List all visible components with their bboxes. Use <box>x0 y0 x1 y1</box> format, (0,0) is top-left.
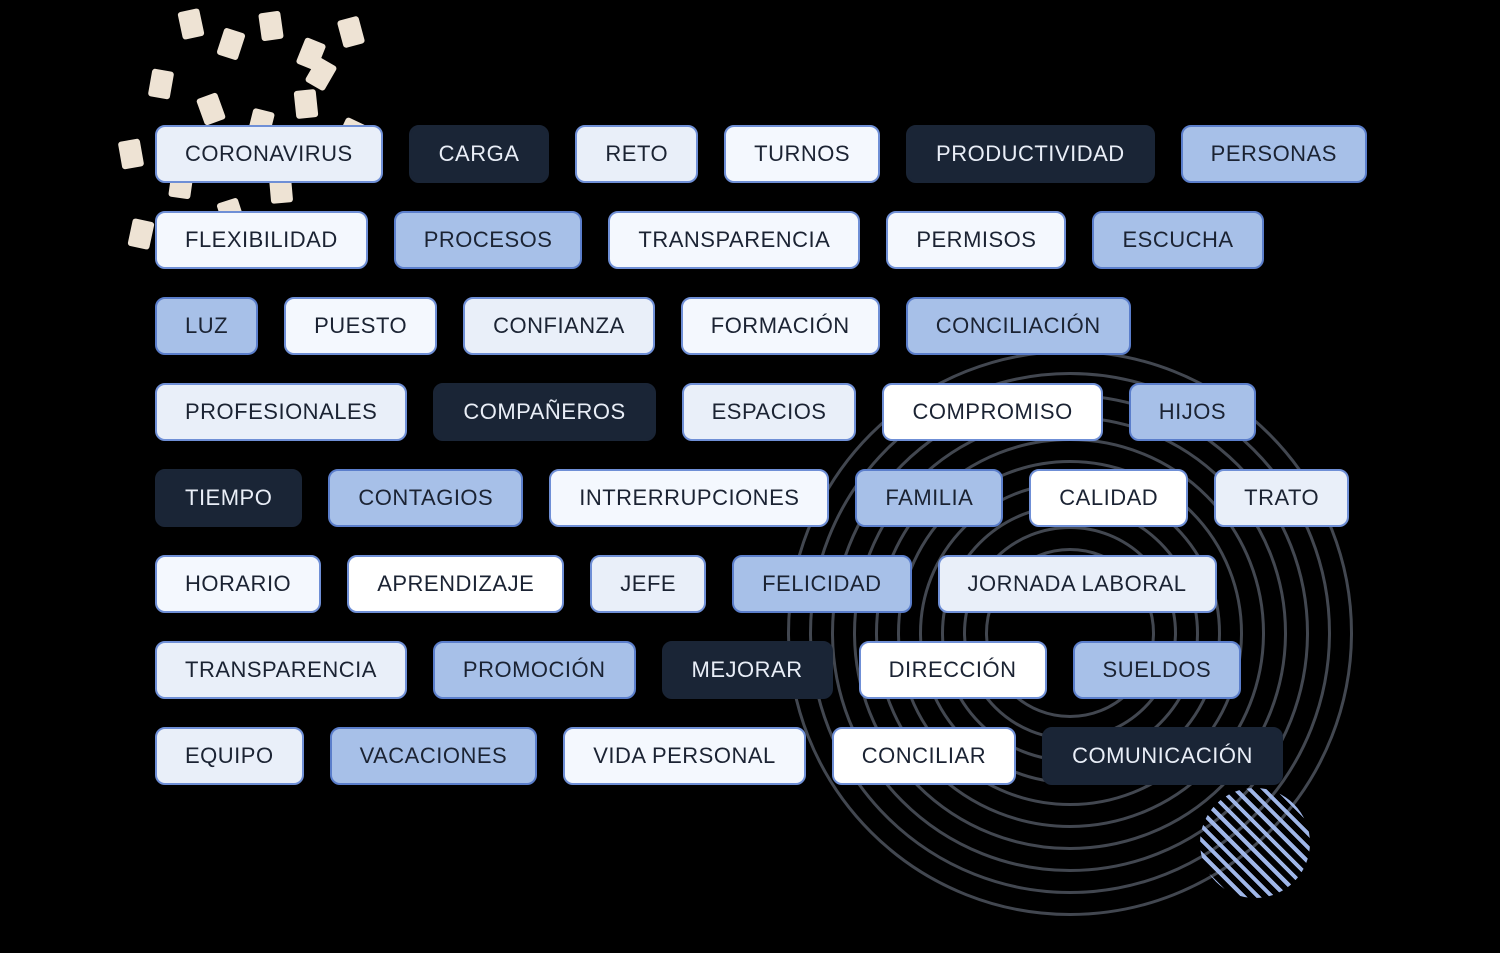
tag-row: EQUIPO VACACIONES VIDA PERSONAL CONCILIAR CO… <box>155 727 1345 785</box>
tag: CONFIANZA <box>463 297 655 355</box>
tag: PROCESOS <box>394 211 583 269</box>
tag: CONCILIAR <box>832 727 1016 785</box>
word-cloud-canvas: { "type": "tag-cloud", "background_color… <box>0 0 1500 953</box>
tag: FELICIDAD <box>732 555 911 613</box>
tag: COMPAÑEROS <box>433 383 655 441</box>
tag-row: LUZ PUESTO CONFIANZA FORMACIÓN CONCILIACIÓN <box>155 297 1345 355</box>
tag: PERSONAS <box>1181 125 1367 183</box>
tag: COMUNICACIÓN <box>1042 727 1283 785</box>
tag: PERMISOS <box>886 211 1066 269</box>
tag: CONTAGIOS <box>328 469 523 527</box>
tag: JORNADA LABORAL <box>938 555 1217 613</box>
tag: ESPACIOS <box>682 383 857 441</box>
tag-row: HORARIO APRENDIZAJE JEFE FELICIDAD JORNADA L… <box>155 555 1345 613</box>
tag: FORMACIÓN <box>681 297 880 355</box>
tag: CALIDAD <box>1029 469 1188 527</box>
tag-row: TRANSPARENCIA PROMOCIÓN MEJORAR DIRECCIÓN SU… <box>155 641 1345 699</box>
tag: FLEXIBILIDAD <box>155 211 368 269</box>
tag: LUZ <box>155 297 258 355</box>
tag: APRENDIZAJE <box>347 555 564 613</box>
tag: VIDA PERSONAL <box>563 727 806 785</box>
tag-row: TIEMPO CONTAGIOS INTRERRUPCIONES FAMILIA CAL… <box>155 469 1345 527</box>
tag: TURNOS <box>724 125 880 183</box>
tag: PRODUCTIVIDAD <box>906 125 1155 183</box>
tag: JEFE <box>590 555 706 613</box>
tag: DIRECCIÓN <box>859 641 1047 699</box>
tag: MEJORAR <box>662 641 833 699</box>
tag: HORARIO <box>155 555 321 613</box>
tag: TIEMPO <box>155 469 302 527</box>
tag: PROFESIONALES <box>155 383 407 441</box>
tag: PUESTO <box>284 297 437 355</box>
tag-grid: CORONAVIRUS CARGA RETO TURNOS PRODUCTIVIDAD P… <box>155 125 1345 785</box>
tag: INTRERRUPCIONES <box>549 469 829 527</box>
tag: CARGA <box>409 125 550 183</box>
tag: VACACIONES <box>330 727 538 785</box>
tag: CONCILIACIÓN <box>906 297 1131 355</box>
tag: TRANSPARENCIA <box>155 641 407 699</box>
tag: CORONAVIRUS <box>155 125 383 183</box>
tag: FAMILIA <box>855 469 1003 527</box>
hatched-circle-decor <box>1200 788 1310 898</box>
tag: RETO <box>575 125 698 183</box>
tag: PROMOCIÓN <box>433 641 636 699</box>
tag: ESCUCHA <box>1092 211 1263 269</box>
tag: EQUIPO <box>155 727 304 785</box>
tag-row: CORONAVIRUSCARGARETOTURNOSPRODUCTIVIDADP… <box>155 125 1345 183</box>
tag: COMPROMISO <box>882 383 1102 441</box>
tag-row: FLEXIBILIDAD PROCESOS TRANSPARENCIA PERMISO… <box>155 211 1345 269</box>
tag: TRANSPARENCIA <box>608 211 860 269</box>
tag: HIJOS <box>1129 383 1256 441</box>
tag: SUELDOS <box>1073 641 1242 699</box>
tag: TRATO <box>1214 469 1349 527</box>
tag-row: PROFESIONALES COMPAÑEROS ESPACIOS COMPROMIS… <box>155 383 1345 441</box>
